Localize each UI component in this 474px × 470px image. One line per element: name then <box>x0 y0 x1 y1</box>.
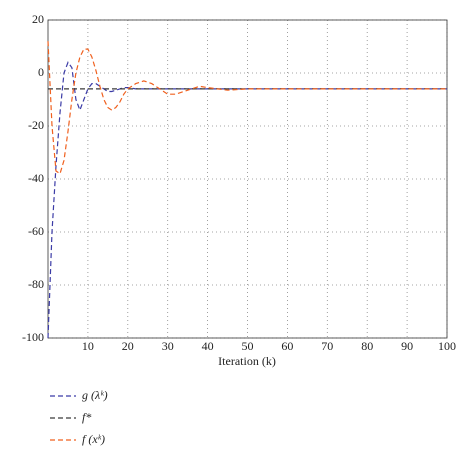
y-tick-label: -80 <box>28 277 44 291</box>
x-axis-label: Iteration (k) <box>218 354 276 368</box>
legend-label: f (xᵏ) <box>82 432 105 446</box>
y-tick-label: 0 <box>38 65 44 79</box>
legend-label: f* <box>82 410 91 424</box>
x-tick-label: 30 <box>162 339 174 353</box>
x-tick-label: 50 <box>242 339 254 353</box>
x-tick-label: 40 <box>202 339 214 353</box>
x-tick-label: 80 <box>361 339 373 353</box>
plot-frame <box>47 19 448 339</box>
y-tick-label: -40 <box>28 171 44 185</box>
x-tick-label: 20 <box>122 339 134 353</box>
series-line <box>47 41 447 175</box>
x-tick-label: 70 <box>321 339 333 353</box>
x-tick-label: 10 <box>82 339 94 353</box>
y-tick-label: -100 <box>22 330 44 344</box>
x-tick-label: 100 <box>438 339 456 353</box>
x-tick-label: 60 <box>281 339 293 353</box>
y-tick-label: 20 <box>32 12 44 26</box>
y-tick-label: -20 <box>28 118 44 132</box>
x-tick-label: 90 <box>401 339 413 353</box>
legend-label: g (λᵏ) <box>82 388 108 402</box>
y-tick-label: -60 <box>28 224 44 238</box>
